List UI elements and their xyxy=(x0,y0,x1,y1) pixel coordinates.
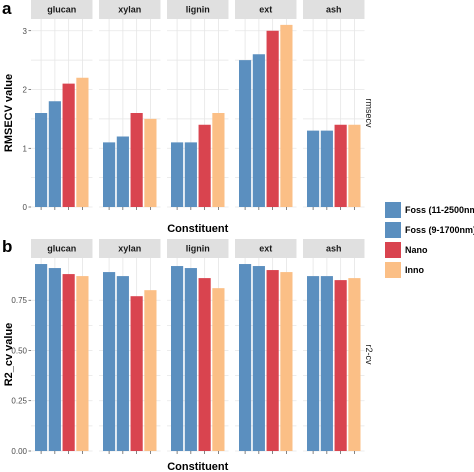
bar-glucan-0 xyxy=(35,264,48,451)
bar-glucan-1 xyxy=(48,101,61,207)
facet-strip-lignin xyxy=(167,0,229,19)
facet-strip-label: lignin xyxy=(186,244,210,254)
bar-glucan-1 xyxy=(48,268,61,451)
y-tick-label: 1 xyxy=(23,144,28,153)
bar-lignin-2 xyxy=(198,278,211,451)
bar-glucan-0 xyxy=(35,113,48,207)
bar-ext-0 xyxy=(239,60,252,207)
facet-strip-label: ext xyxy=(259,244,272,254)
panel-a-y-axis-title: RMSECV value xyxy=(3,74,15,152)
facet-strip-label: glucan xyxy=(47,244,76,254)
y-tick-label: 3 xyxy=(23,27,28,36)
bar-lignin-1 xyxy=(184,268,197,451)
bar-ash-2 xyxy=(334,124,347,207)
panel-b-plot-area: glucan xylan lignin ext ash 0.00 0.25 0.50 0.75 xyxy=(11,239,365,456)
bar-ext-0 xyxy=(239,264,252,451)
facet-strip-lignin xyxy=(167,239,229,258)
panel-b-letter: b xyxy=(2,237,12,256)
legend-label: Nano xyxy=(405,245,428,255)
bar-ash-3 xyxy=(348,124,361,207)
bar-lignin-0 xyxy=(171,142,184,207)
panel-b: b glucan xylan lignin ext ash 0.00 0.25 0.50 0.7… xyxy=(2,237,374,472)
panel-b-x-axis-title: Constituent xyxy=(167,461,228,472)
facet-strip-label: lignin xyxy=(186,5,210,15)
legend-label: Foss (9-1700nm) xyxy=(405,225,474,235)
facet-strip-label: ash xyxy=(326,244,342,254)
bar-lignin-3 xyxy=(212,288,225,451)
facet-strip-ash xyxy=(303,0,365,19)
facet-strip-ext xyxy=(235,239,297,258)
bar-ash-2 xyxy=(334,280,347,451)
bar-lignin-0 xyxy=(171,266,184,451)
legend-key-3 xyxy=(385,262,401,278)
facet-strip-xylan xyxy=(99,239,161,258)
panel-b-y-axis-title: R2_cv value xyxy=(3,323,15,387)
panel-a-letter: a xyxy=(2,0,12,18)
bar-ext-1 xyxy=(252,266,265,451)
bar-ext-3 xyxy=(280,272,293,451)
y-tick-label: 0.75 xyxy=(11,296,27,305)
bar-glucan-3 xyxy=(76,77,89,207)
facet-strip-label: ash xyxy=(326,5,342,15)
bar-xylan-2 xyxy=(130,113,143,207)
bar-glucan-3 xyxy=(76,276,89,451)
facet-strip-label: ext xyxy=(259,5,272,15)
bar-ext-2 xyxy=(266,30,279,207)
facet-strip-ash xyxy=(303,239,365,258)
facet-strip-label: glucan xyxy=(47,5,76,15)
legend: Foss (11-2500nm Foss (9-1700nm) Nano Inno xyxy=(385,202,474,278)
y-tick-label: 0.00 xyxy=(11,447,27,456)
bar-glucan-2 xyxy=(62,83,75,207)
bar-xylan-1 xyxy=(116,276,129,451)
facet-strip-ext xyxy=(235,0,297,19)
bar-ash-3 xyxy=(348,278,361,451)
y-tick-label: 0.25 xyxy=(11,397,27,406)
facet-strip-label: xylan xyxy=(118,5,141,15)
panel-a-plot-area: glucan xylan lignin ext ash 0 1 2 3 xyxy=(23,0,365,212)
bar-lignin-2 xyxy=(198,124,211,207)
bar-ext-3 xyxy=(280,24,293,207)
bar-xylan-3 xyxy=(144,290,157,451)
bar-xylan-2 xyxy=(130,296,143,451)
y-tick-label: 0.50 xyxy=(11,346,27,355)
bar-ext-1 xyxy=(252,54,265,207)
legend-label: Foss (11-2500nm xyxy=(405,205,474,215)
panel-a-facet-row-label: rmsecv xyxy=(364,99,374,128)
facet-strip-xylan xyxy=(99,0,161,19)
bar-ash-0 xyxy=(307,276,320,451)
facet-strip-label: xylan xyxy=(118,244,141,254)
bar-xylan-0 xyxy=(103,142,116,207)
y-tick-label: 0 xyxy=(23,203,28,212)
legend-key-0 xyxy=(385,202,401,218)
panel-b-facet-row-label: r2-cv xyxy=(364,345,374,365)
panel-a-x-axis-title: Constituent xyxy=(167,223,228,235)
legend-label: Inno xyxy=(405,265,424,275)
bar-ash-1 xyxy=(320,276,333,451)
legend-key-1 xyxy=(385,222,401,238)
bar-ash-0 xyxy=(307,130,320,207)
y-tick-label: 2 xyxy=(23,86,28,95)
bar-xylan-0 xyxy=(103,272,116,451)
facet-strip-glucan xyxy=(31,0,93,19)
facet-strip-glucan xyxy=(31,239,93,258)
bar-glucan-2 xyxy=(62,274,75,451)
bar-lignin-3 xyxy=(212,113,225,207)
bar-lignin-1 xyxy=(184,142,197,207)
bar-xylan-1 xyxy=(116,136,129,207)
bar-ext-2 xyxy=(266,270,279,451)
bar-xylan-3 xyxy=(144,118,157,207)
legend-key-2 xyxy=(385,242,401,258)
bar-ash-1 xyxy=(320,130,333,207)
panel-a: a glucan xylan lignin ext ash 0 1 2 3 RMSECV val… xyxy=(2,0,374,235)
